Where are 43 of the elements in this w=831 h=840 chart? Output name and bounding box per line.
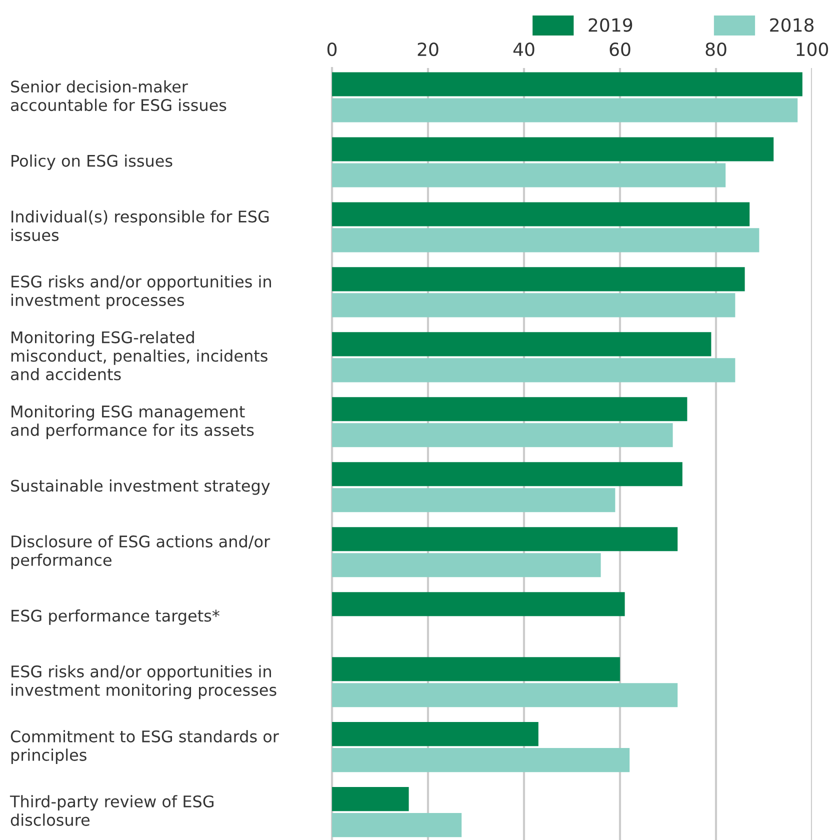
bar	[332, 488, 616, 512]
bar	[332, 293, 736, 318]
bar	[332, 397, 688, 422]
bar	[332, 748, 630, 772]
y-tick-label: Monitoring ESG-related misconduct, penalties, incidents and accidents	[10, 330, 268, 380]
bar	[332, 358, 736, 382]
y-tick-label: Policy on ESG issues	[12, 154, 172, 170]
bar	[332, 72, 802, 96]
x-tick-label: 40	[513, 42, 534, 56]
bar	[332, 722, 538, 746]
legend-label: 2019	[588, 18, 632, 32]
bar	[332, 527, 678, 552]
bar	[332, 98, 798, 122]
y-tick-label: Disclosure of ESG actions and/or performance	[11, 535, 270, 570]
y-tick-label: ESG performance targets*	[12, 609, 220, 625]
bar	[332, 462, 682, 486]
x-tick-label: 80	[706, 42, 726, 56]
bar	[332, 813, 462, 838]
bar	[332, 683, 678, 708]
y-tick-label: ESG risks and/or opportunities in investment processes	[12, 275, 271, 310]
x-tick-label: 0	[327, 42, 337, 56]
bar	[332, 553, 601, 578]
y-tick-label: Commitment to ESG standards or principles	[10, 730, 279, 764]
y-tick-label: Third-party review of ESG disclosure	[10, 795, 214, 826]
y-tick-label: ESG risks and/or opportunities in investment monitoring processes	[12, 665, 276, 700]
y-tick-label: Sustainable investment strategy	[11, 479, 270, 495]
x-tick-label: 60	[610, 42, 630, 56]
legend-label: 2018	[770, 18, 814, 32]
y-tick-label: Senior decision-maker accountable for ESG issues	[10, 80, 226, 112]
bar	[332, 267, 745, 292]
y-tick-label: Individual(s) responsible for ESG issues	[12, 210, 269, 242]
bar	[332, 137, 774, 162]
x-tick-label: 20	[418, 42, 438, 56]
bar	[332, 332, 712, 356]
bar	[332, 592, 625, 616]
y-tick-label: Monitoring ESG management and performance for its assets	[10, 405, 254, 440]
bar	[332, 423, 673, 448]
bar	[332, 202, 750, 226]
x-tick-label: 100	[796, 42, 828, 56]
bar	[332, 657, 620, 682]
bar	[332, 228, 760, 252]
bar	[332, 787, 409, 812]
bar	[332, 163, 726, 188]
